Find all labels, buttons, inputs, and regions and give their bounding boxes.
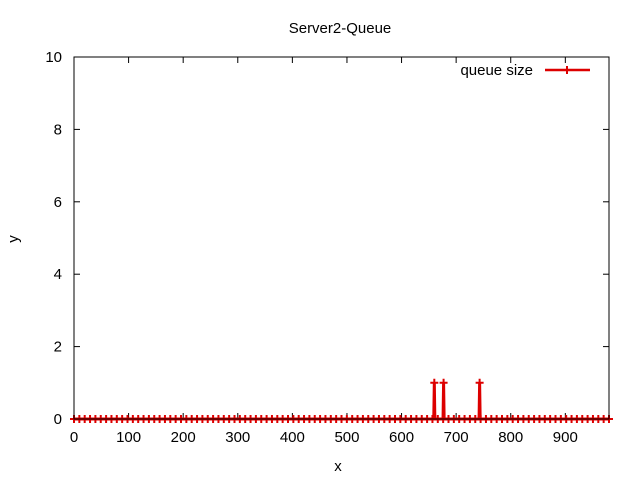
x-tick-label: 300 <box>225 429 250 446</box>
x-tick-label: 400 <box>280 429 305 446</box>
y-tick-label: 0 <box>54 411 62 428</box>
x-tick-label: 600 <box>389 429 414 446</box>
y-tick-label: 6 <box>54 194 62 211</box>
legend-marker <box>563 66 571 74</box>
y-axis-label: y <box>5 235 22 243</box>
y-tick-label: 8 <box>54 121 62 138</box>
x-tick-label: 900 <box>553 429 578 446</box>
data-point-marker <box>475 378 484 387</box>
y-tick-label: 4 <box>54 266 62 283</box>
data-point-marker <box>439 378 448 387</box>
chart-title: Server2-Queue <box>289 20 392 37</box>
x-tick-label: 0 <box>70 429 78 446</box>
x-tick-label: 100 <box>116 429 141 446</box>
legend: queue size <box>460 62 590 79</box>
data-point-marker <box>430 378 439 387</box>
x-axis-label: x <box>334 458 342 475</box>
plot-frame <box>73 56 610 420</box>
x-tick-label: 800 <box>498 429 523 446</box>
x-tick-label: 500 <box>334 429 359 446</box>
x-tick-label: 700 <box>444 429 469 446</box>
legend-label: queue size <box>460 62 533 79</box>
x-tick-label: 200 <box>171 429 196 446</box>
y-tick-label: 2 <box>54 339 62 356</box>
axis-ticks: 0 100 200 300 400 500 600 700 800 900 0 2 4 6 8 10 <box>45 49 609 446</box>
y-tick-label: 10 <box>45 49 62 66</box>
